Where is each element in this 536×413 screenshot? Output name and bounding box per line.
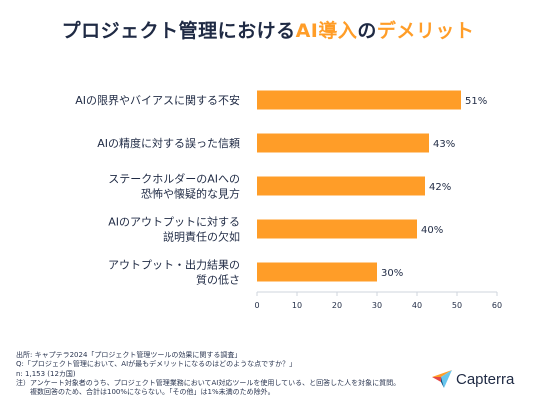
- value-label-4: 40%: [421, 225, 443, 236]
- x-tick-label-0: 0: [254, 301, 259, 310]
- x-tick-label-50: 50: [452, 301, 462, 310]
- category-label-5-line-2: 質の低さ: [196, 273, 240, 287]
- footnotes: 出所: キャプテラ2024「プロジェクト管理ツールの効果に関する調査」 Q:「プ…: [16, 351, 416, 397]
- category-label-5-line-1: アウトプット・出力結果の: [108, 258, 240, 272]
- category-label-4-line-2: 説明責任の欠如: [163, 230, 240, 244]
- category-label-4-line-1: AIのアウトプットに対する: [108, 215, 240, 229]
- category-label-2-line-1: AIの精度に対する誤った信頼: [97, 136, 240, 150]
- capterra-logo: Capterra: [432, 370, 514, 388]
- x-tick-label-60: 60: [492, 301, 502, 310]
- chart-title: プロジェクト管理におけるAI導入のデメリット: [61, 20, 475, 42]
- value-label-1: 51%: [465, 96, 487, 107]
- capterra-arrow-icon: [432, 370, 452, 388]
- category-label-1-line-1: AIの限界やバイアスに関する不安: [75, 93, 240, 107]
- value-label-2: 43%: [433, 139, 455, 150]
- bar-2: [257, 133, 429, 153]
- x-tick-label-30: 30: [372, 301, 382, 310]
- capterra-logo-text: Capterra: [456, 370, 515, 388]
- note-1: 注）アンケート対象者のうち、プロジェクト管理業務においてAI対応ツールを使用して…: [16, 378, 401, 387]
- sample-size-note: n: 1,153 (12カ国): [16, 369, 76, 378]
- x-tick-label-20: 20: [332, 301, 342, 310]
- value-label-3: 42%: [429, 182, 451, 193]
- bar-1: [257, 90, 461, 110]
- x-tick-label-40: 40: [412, 301, 422, 310]
- bar-4: [257, 219, 417, 239]
- note-2: 複数回答のため、合計は100%にならない。「その他」は1%未満のため除外。: [30, 388, 275, 397]
- question-note: Q:「プロジェクト管理において、AIが最もデメリットになるのはどのような点ですか…: [16, 360, 297, 369]
- category-label-3-line-2: 恐怖や懐疑的な見方: [141, 187, 240, 201]
- x-tick-label-10: 10: [292, 301, 302, 310]
- source-note: 出所: キャプテラ2024「プロジェクト管理ツールの効果に関する調査」: [16, 351, 242, 359]
- bar-5: [257, 262, 377, 282]
- bar-3: [257, 176, 425, 196]
- value-label-5: 30%: [381, 268, 403, 279]
- category-label-3-line-1: ステークホルダーのAIへの: [108, 172, 240, 186]
